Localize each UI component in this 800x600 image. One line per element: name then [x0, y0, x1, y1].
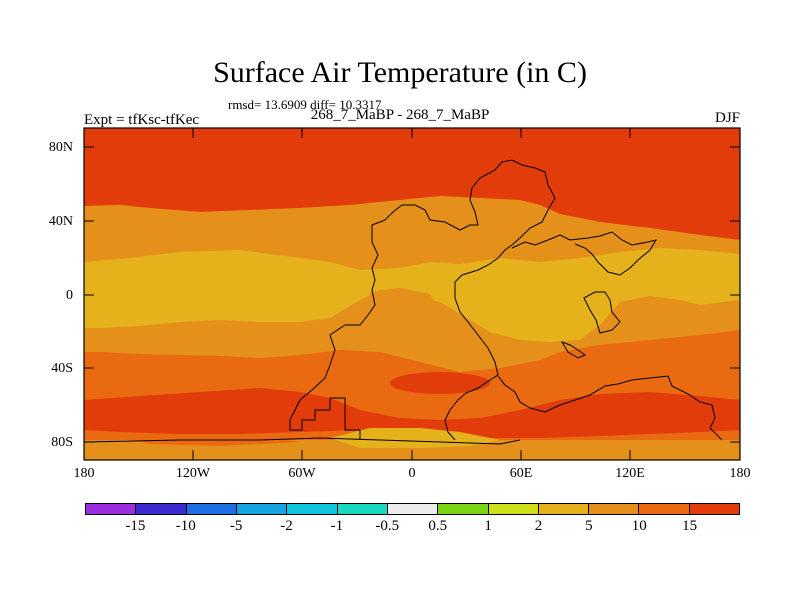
coastline-antarctica — [83, 437, 521, 445]
fill-c5-africa — [370, 288, 440, 330]
fill-c15-blob — [390, 372, 490, 394]
colorbar-label: 0.5 — [428, 518, 448, 534]
experiment-label: Expt = tfKsc-tfKec — [84, 112, 200, 128]
colorbar-swatch — [538, 504, 590, 514]
colorbar-label: -0.5 — [375, 518, 400, 534]
colorbar-swatch — [337, 504, 388, 514]
lat-label-80n: 80N — [48, 140, 73, 155]
coastline-asia — [511, 231, 658, 276]
colorbar-label: 10 — [631, 518, 647, 534]
colorbar-swatch — [488, 504, 539, 514]
coastline-americas — [289, 159, 556, 441]
lat-label-40n: 40N — [48, 214, 73, 229]
lon-label-60w: 60W — [288, 466, 316, 481]
colorbar-swatch — [136, 504, 187, 514]
fill-c15-south — [84, 388, 740, 438]
colorbar-label: -2 — [280, 518, 293, 534]
colorbar-swatch — [639, 504, 690, 514]
colorbar-swatch — [186, 504, 237, 514]
lon-label-180w: 180 — [73, 466, 95, 481]
fill-c15-north — [84, 128, 740, 240]
lat-label-40s: 40S — [51, 361, 73, 376]
colorbar-swatch — [86, 504, 137, 514]
lon-label-0: 0 — [408, 466, 416, 481]
coastline-australia — [583, 291, 621, 334]
lon-label-180e: 180 — [729, 466, 751, 481]
colorbar-label: -15 — [125, 518, 146, 534]
coastline-islands — [560, 341, 587, 359]
colorbar-swatch — [387, 504, 439, 514]
colorbar-label: -5 — [229, 518, 243, 534]
colorbar-label: -1 — [330, 518, 344, 534]
colorbar-swatch — [438, 504, 489, 514]
lat-label-80s: 80S — [51, 435, 73, 450]
plot-subtitle: 268_7_MaBP - 268_7_MaBP — [310, 107, 490, 123]
coastline-eurasia — [497, 375, 723, 441]
lon-label-120w: 120W — [175, 466, 211, 481]
colorbar-swatch — [236, 504, 288, 514]
axis-ticks — [84, 128, 740, 460]
plot-title: Surface Air Temperature (in C) — [213, 56, 587, 89]
colorbar-swatch — [287, 504, 338, 514]
coastlines — [83, 159, 723, 445]
colorbar-swatch — [689, 504, 740, 514]
lon-label-60e: 60E — [509, 466, 533, 481]
colorbar-label: -10 — [175, 518, 196, 534]
colorbar-label: 2 — [534, 518, 543, 534]
colorbar-label: 5 — [585, 518, 593, 534]
map-fill — [84, 128, 740, 460]
colorbar-swatch — [589, 504, 640, 514]
lat-label-0: 0 — [66, 288, 73, 303]
stats-text: rmsd= 13.6909 diff= 10.3317 — [228, 97, 382, 112]
colorbar-label: 1 — [484, 518, 492, 534]
colorbar — [85, 503, 740, 515]
season-label: DJF — [714, 110, 740, 126]
lon-label-120e: 120E — [615, 466, 645, 481]
colorbar-label: 15 — [682, 518, 698, 534]
